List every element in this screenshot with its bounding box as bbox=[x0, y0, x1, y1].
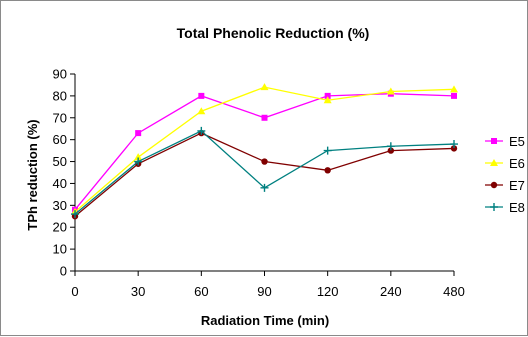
y-tick-label: 40 bbox=[53, 176, 67, 191]
data-point bbox=[450, 145, 458, 152]
series-e6 bbox=[71, 83, 458, 215]
x-tick-label: 90 bbox=[257, 284, 271, 299]
legend-marker bbox=[490, 159, 498, 166]
x-axis-label: Radiation Time (min) bbox=[201, 313, 329, 328]
data-point bbox=[323, 146, 332, 155]
legend-item-e7: E7 bbox=[485, 178, 525, 193]
data-point bbox=[134, 157, 143, 166]
series-line bbox=[74, 86, 455, 213]
legend-item-e8: E8 bbox=[485, 200, 525, 215]
plot-axes bbox=[70, 73, 455, 276]
y-tick-label: 50 bbox=[53, 154, 67, 169]
data-point bbox=[197, 107, 206, 115]
x-tick-label: 0 bbox=[71, 284, 78, 299]
data-point bbox=[386, 142, 395, 151]
y-tick-label: 90 bbox=[53, 67, 67, 82]
series-e8 bbox=[71, 126, 458, 219]
data-point bbox=[450, 140, 458, 149]
x-tick-label: 480 bbox=[443, 284, 465, 299]
data-point bbox=[450, 85, 458, 93]
data-point bbox=[386, 87, 395, 95]
data-point bbox=[135, 130, 142, 137]
series-layer bbox=[71, 83, 458, 220]
x-tick-label: 30 bbox=[131, 284, 145, 299]
legend-label: E5 bbox=[509, 134, 525, 149]
data-point bbox=[387, 147, 395, 154]
y-tick-label: 60 bbox=[53, 132, 67, 147]
y-tick-label: 20 bbox=[53, 220, 67, 235]
y-tick-label: 80 bbox=[53, 88, 67, 103]
data-point bbox=[324, 92, 331, 99]
legend-item-e5: E5 bbox=[485, 134, 525, 149]
x-tick-label: 60 bbox=[194, 284, 208, 299]
data-point bbox=[261, 114, 268, 121]
legend: E5 E6 E7 E8 bbox=[485, 134, 525, 215]
chart-title: Total Phenolic Reduction (%) bbox=[177, 25, 370, 41]
data-point bbox=[261, 158, 268, 165]
data-point bbox=[323, 96, 332, 104]
y-tick-label: 10 bbox=[53, 242, 67, 257]
data-point bbox=[260, 183, 269, 192]
legend-label: E7 bbox=[509, 178, 525, 193]
y-tick-label: 0 bbox=[60, 264, 67, 279]
legend-marker bbox=[490, 203, 498, 211]
y-tick-label: 30 bbox=[53, 198, 67, 213]
y-tick-labels: 0 10 20 30 40 50 60 70 80 90 bbox=[53, 67, 67, 279]
series-e5 bbox=[72, 90, 457, 213]
data-point bbox=[260, 83, 269, 91]
data-point bbox=[134, 153, 143, 161]
legend-label: E6 bbox=[509, 156, 525, 171]
data-point bbox=[324, 167, 331, 174]
data-point bbox=[451, 92, 457, 99]
series-line bbox=[74, 93, 455, 211]
legend-item-e6: E6 bbox=[485, 156, 525, 171]
legend-marker bbox=[491, 138, 497, 144]
legend-marker bbox=[490, 181, 498, 189]
x-tick-labels: 0 30 60 90 120 240 480 bbox=[71, 284, 464, 299]
y-tick-label: 70 bbox=[53, 110, 67, 125]
x-tick-label: 120 bbox=[317, 284, 339, 299]
data-point bbox=[197, 126, 206, 135]
series-line bbox=[74, 130, 455, 215]
data-point bbox=[71, 210, 79, 219]
y-axis-label: TPh reduction (%) bbox=[25, 119, 40, 230]
data-point bbox=[198, 92, 205, 99]
x-tick-label: 240 bbox=[380, 284, 402, 299]
legend-label: E8 bbox=[509, 200, 525, 215]
